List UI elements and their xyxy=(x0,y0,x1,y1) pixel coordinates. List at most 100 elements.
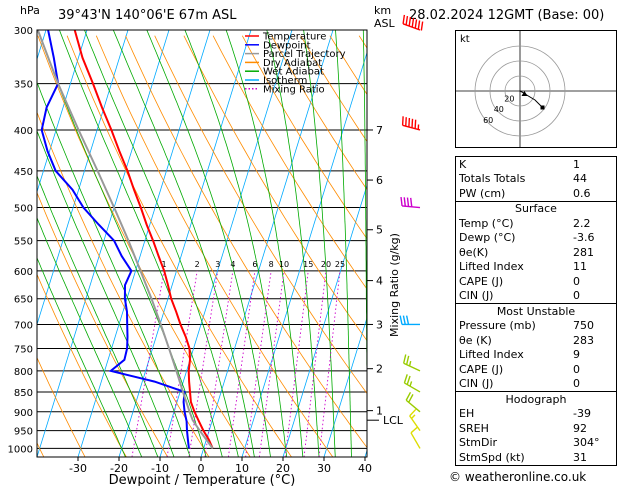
legend-label: Parcel Trajectory xyxy=(263,49,346,60)
x-axis-title: Dewpoint / Temperature (°C) xyxy=(109,473,296,486)
hodograph-ring-label: 20 xyxy=(504,95,514,104)
footer-copyright: © weatheronline.co.uk xyxy=(449,470,587,484)
plot-frame xyxy=(36,29,368,458)
parcel-trajectory-profile xyxy=(37,30,214,449)
mixing-ratio-label: 8 xyxy=(269,260,274,269)
index-row: Lifted Index 11 xyxy=(455,259,617,274)
mixing-ratio-line xyxy=(204,270,234,457)
wet-adiabat-line xyxy=(146,30,270,449)
wet-adiabat-line xyxy=(37,216,139,449)
mixing-ratio-label: 15 xyxy=(303,260,313,269)
km-label: km xyxy=(374,4,392,17)
wind-barb xyxy=(401,116,421,131)
pressure-tick-label: 300 xyxy=(14,26,33,37)
wet-adiabat-line xyxy=(84,30,237,449)
wind-barb xyxy=(399,315,420,326)
index-label: CAPE (J) xyxy=(455,362,570,377)
wet-adiabat-line xyxy=(203,448,207,457)
dry-adiabat-line xyxy=(241,35,367,240)
wet-adiabat-line xyxy=(121,448,126,457)
dry-adiabat-line xyxy=(212,35,367,290)
index-label: CIN (J) xyxy=(455,288,570,304)
index-value: 44 xyxy=(570,171,617,186)
index-value: 11 xyxy=(570,259,617,274)
dry-adiabat-line xyxy=(95,35,334,457)
isotherm-line xyxy=(323,316,367,457)
index-value: 92 xyxy=(570,421,617,436)
index-value: 1 xyxy=(570,156,617,172)
x-tick-label: 10 xyxy=(235,462,249,475)
km-tick-label: 7 xyxy=(376,124,383,137)
index-row: Pressure (mb) 750 xyxy=(455,318,617,333)
pressure-tick-label: 850 xyxy=(14,388,33,399)
index-label: StmDir xyxy=(455,435,570,450)
dry-adiabat-line xyxy=(271,35,367,191)
hodograph-ring xyxy=(504,75,536,107)
isotherm-line xyxy=(37,30,129,326)
mixing-ratio-label: 25 xyxy=(335,260,345,269)
pressure-tick-label: 1000 xyxy=(8,444,33,455)
index-value: 0 xyxy=(570,288,617,304)
pressure-tick-label: 450 xyxy=(14,167,33,178)
index-value: 281 xyxy=(570,245,617,260)
wet-adiabat-line xyxy=(37,81,188,449)
index-value: 31 xyxy=(570,450,617,466)
mixing-ratio-line xyxy=(245,270,272,457)
index-label: CAPE (J) xyxy=(455,274,570,289)
index-label: θe(K) xyxy=(455,245,570,260)
wet-adiabat-line xyxy=(252,448,255,457)
mixing-ratio-line xyxy=(318,270,341,457)
mixing-ratio-label: 20 xyxy=(321,260,331,269)
km-tick-label: 5 xyxy=(376,224,383,237)
index-row: PW (cm) 0.6 xyxy=(455,186,617,201)
wind-barb xyxy=(409,408,421,431)
mixing-ratio-line xyxy=(258,270,285,457)
dewpoint-profile xyxy=(40,30,190,449)
temperature-profile xyxy=(73,30,214,449)
km-tick-label: 2 xyxy=(376,363,383,376)
index-value: -3.6 xyxy=(570,230,617,245)
hodograph-ring-label: 60 xyxy=(483,116,493,125)
index-value: 2.2 xyxy=(570,216,617,231)
pressure-tick-label: 700 xyxy=(14,320,33,331)
pressure-tick-label: 350 xyxy=(14,80,33,91)
pressure-tick-label: 800 xyxy=(14,367,33,378)
wet-adiabat-line xyxy=(37,256,123,449)
km-tick-label: 6 xyxy=(376,174,383,187)
dry-adiabat-line xyxy=(37,191,168,457)
index-row: CIN (J) 0 xyxy=(455,376,617,392)
location-title: 39°43'N 140°06'E 67m ASL xyxy=(58,8,237,23)
isotherm-line xyxy=(0,30,5,457)
index-label: θe (K) xyxy=(455,333,570,348)
wet-adiabat-line xyxy=(154,448,159,457)
x-tick-label: 30 xyxy=(317,462,331,475)
legend-label: Temperature xyxy=(262,32,326,43)
legend-label: Wet Adiabat xyxy=(263,67,324,78)
wind-barb xyxy=(410,426,421,449)
index-row: θe(K) 281 xyxy=(455,245,617,260)
index-row: Dewp (°C) -3.6 xyxy=(455,230,617,245)
storm-motion-marker xyxy=(521,91,528,96)
index-section-title: Surface xyxy=(455,200,617,216)
index-label: EH xyxy=(455,406,570,421)
hodograph-ring xyxy=(489,60,551,122)
hpa-label: hPa xyxy=(20,4,40,17)
index-row: CAPE (J) 0 xyxy=(455,362,617,377)
wind-barb xyxy=(405,391,421,413)
index-section-title: Hodograph xyxy=(455,391,617,407)
wet-adiabat-line xyxy=(266,30,319,449)
wind-barb xyxy=(403,354,421,372)
pressure-tick-label: 650 xyxy=(14,295,33,306)
index-row: EH -39 xyxy=(455,406,617,421)
wet-adiabat-line xyxy=(303,30,336,449)
index-label: Lifted Index xyxy=(455,259,570,274)
index-value: 750 xyxy=(570,318,617,333)
x-tick-label: -30 xyxy=(69,462,87,475)
index-label: CIN (J) xyxy=(455,376,570,392)
index-value: 283 xyxy=(570,333,617,348)
mixing-ratio-line xyxy=(131,270,165,457)
index-label: Dewp (°C) xyxy=(455,230,570,245)
mixing-ratio-line xyxy=(166,270,198,457)
